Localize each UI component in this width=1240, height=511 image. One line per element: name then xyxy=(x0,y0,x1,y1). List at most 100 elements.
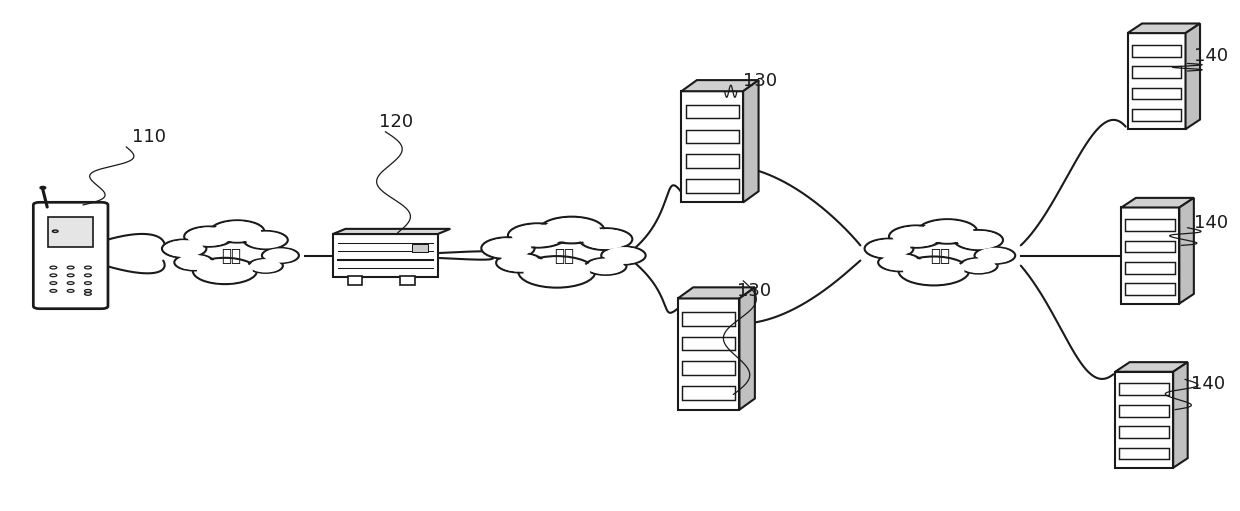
Circle shape xyxy=(84,266,92,269)
Circle shape xyxy=(162,240,206,258)
Circle shape xyxy=(539,217,604,243)
Bar xyxy=(1132,66,1182,78)
Bar xyxy=(1132,109,1182,121)
Circle shape xyxy=(67,274,74,276)
Bar xyxy=(401,276,414,285)
Circle shape xyxy=(192,258,257,284)
Circle shape xyxy=(84,290,92,292)
Polygon shape xyxy=(1179,198,1194,304)
Bar xyxy=(682,361,735,375)
Circle shape xyxy=(878,253,921,271)
Circle shape xyxy=(960,258,998,273)
Text: 网路: 网路 xyxy=(930,246,951,265)
Circle shape xyxy=(500,254,539,271)
Circle shape xyxy=(250,260,280,272)
Circle shape xyxy=(918,219,977,244)
Circle shape xyxy=(185,226,233,247)
Text: 140: 140 xyxy=(1194,47,1228,65)
Circle shape xyxy=(485,239,531,258)
Circle shape xyxy=(67,282,74,285)
Bar xyxy=(678,298,739,410)
Circle shape xyxy=(165,241,203,257)
Bar xyxy=(682,312,735,326)
Bar xyxy=(1120,448,1169,459)
Circle shape xyxy=(210,220,264,243)
Circle shape xyxy=(50,290,57,292)
Circle shape xyxy=(923,221,972,242)
Circle shape xyxy=(177,256,211,269)
Circle shape xyxy=(248,259,283,273)
Bar xyxy=(686,154,739,168)
Circle shape xyxy=(512,225,563,246)
Text: 110: 110 xyxy=(133,128,166,146)
Circle shape xyxy=(893,227,939,246)
Polygon shape xyxy=(1173,362,1188,468)
Circle shape xyxy=(864,239,914,259)
Circle shape xyxy=(67,266,74,269)
Bar xyxy=(1132,45,1182,57)
Bar xyxy=(686,105,739,119)
Bar xyxy=(686,129,739,143)
Circle shape xyxy=(175,254,213,270)
Circle shape xyxy=(583,230,629,248)
Circle shape xyxy=(52,230,58,233)
FancyBboxPatch shape xyxy=(33,202,108,309)
Polygon shape xyxy=(1121,198,1194,207)
Circle shape xyxy=(84,292,92,295)
Circle shape xyxy=(215,222,260,241)
Bar xyxy=(1126,241,1176,252)
Bar xyxy=(1121,207,1179,304)
Text: 130: 130 xyxy=(743,72,777,90)
Bar xyxy=(682,91,743,202)
Circle shape xyxy=(518,256,595,288)
Circle shape xyxy=(481,237,534,259)
Circle shape xyxy=(41,187,46,189)
Circle shape xyxy=(50,282,57,285)
Circle shape xyxy=(588,259,624,273)
Bar xyxy=(1120,426,1169,438)
Circle shape xyxy=(243,231,288,249)
Polygon shape xyxy=(682,80,759,91)
Circle shape xyxy=(899,257,970,286)
Circle shape xyxy=(67,290,74,292)
Circle shape xyxy=(84,282,92,285)
Circle shape xyxy=(882,255,919,270)
Text: 网路: 网路 xyxy=(554,246,574,265)
Circle shape xyxy=(585,258,626,275)
Circle shape xyxy=(975,247,1016,264)
Bar xyxy=(682,337,735,351)
Bar xyxy=(48,217,93,247)
Bar xyxy=(347,276,362,285)
Circle shape xyxy=(262,248,299,263)
Circle shape xyxy=(508,223,567,248)
Bar xyxy=(1120,405,1169,416)
Bar xyxy=(1132,87,1182,99)
Circle shape xyxy=(868,240,910,257)
Polygon shape xyxy=(1115,362,1188,371)
Text: 网路: 网路 xyxy=(221,246,241,265)
Text: 140: 140 xyxy=(1192,376,1225,393)
Bar xyxy=(1115,371,1173,468)
Polygon shape xyxy=(739,287,755,410)
Bar xyxy=(332,234,438,277)
Bar xyxy=(1127,33,1185,129)
Text: 140: 140 xyxy=(1194,214,1228,231)
Polygon shape xyxy=(332,229,450,234)
Circle shape xyxy=(601,246,646,265)
Circle shape xyxy=(977,248,1012,263)
Circle shape xyxy=(957,231,999,248)
Bar xyxy=(412,244,428,252)
Bar xyxy=(1126,219,1176,231)
Circle shape xyxy=(264,249,296,262)
Text: 130: 130 xyxy=(737,282,771,300)
Circle shape xyxy=(605,248,642,263)
Circle shape xyxy=(247,233,284,248)
Text: 120: 120 xyxy=(379,112,413,130)
Circle shape xyxy=(50,274,57,276)
Bar xyxy=(686,179,739,193)
Polygon shape xyxy=(1185,24,1200,129)
Circle shape xyxy=(525,259,589,285)
Polygon shape xyxy=(743,80,759,202)
Bar xyxy=(1126,262,1176,273)
Circle shape xyxy=(84,274,92,276)
